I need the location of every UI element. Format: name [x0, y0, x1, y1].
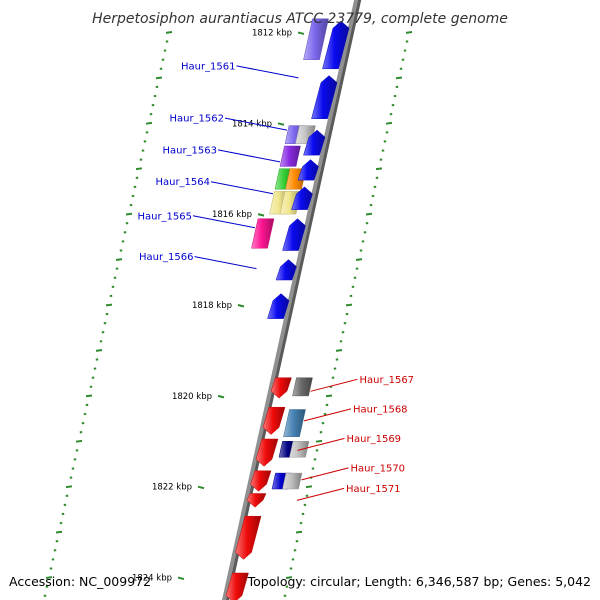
gene-label[interactable]: Haur_1570: [351, 463, 406, 474]
kbp-tick-mark: [197, 485, 205, 490]
scale-tick-major: [395, 76, 403, 80]
gene-label-connector: [224, 117, 288, 131]
forward-gene-arrow: [275, 259, 297, 281]
scale-tick-major: [295, 530, 303, 534]
scale-ticks: 1812 kbp 1814 kbp 1816 kbp 1818 kbp 1820 kbp…: [43, 28, 413, 597]
forward-gene-arrow: [267, 293, 290, 319]
scale-tick-major: [135, 167, 143, 171]
kbp-tick-label: 1812 kbp: [252, 28, 292, 38]
kbp-tick-label: 1816 kbp: [212, 210, 252, 220]
gene-label-connector: [217, 149, 281, 163]
forward-gene-arrow: [282, 218, 306, 251]
gene-label-connector: [310, 378, 358, 392]
scale-tick-major: [405, 31, 413, 34]
gene-label[interactable]: Haur_1564: [155, 177, 210, 188]
feature-block: [251, 218, 275, 249]
accession-text: Accession: NC_009972: [9, 574, 151, 589]
reverse-gene-arrow: [255, 438, 279, 467]
kbp-tick-mark: [217, 394, 225, 399]
summary-text: Topology: circular; Length: 6,346,587 bp…: [247, 574, 591, 589]
feature-block: [283, 409, 306, 437]
scale-tick-major: [345, 303, 353, 307]
scale-tick-major: [315, 439, 323, 443]
forward-gene-arrow: [297, 159, 319, 181]
forward-gene-arrow: [303, 129, 326, 156]
feature-block: [289, 441, 310, 458]
gene-label-connector: [297, 437, 345, 451]
gene-label-connector: [210, 181, 274, 195]
kbp-tick-mark: [257, 213, 265, 217]
gene-label[interactable]: Haur_1566: [139, 252, 194, 263]
gene-label[interactable]: Haur_1568: [353, 404, 408, 415]
gene-label[interactable]: Haur_1563: [162, 145, 217, 156]
reverse-gene-arrow: [250, 470, 272, 492]
kbp-tick-label: 1818 kbp: [192, 301, 232, 311]
gene-label[interactable]: Haur_1567: [360, 375, 415, 386]
gene-label-connector: [194, 256, 257, 270]
scale-tick-major: [155, 76, 163, 80]
scale-tick-major: [55, 530, 63, 534]
feature-block: [292, 377, 313, 397]
scale-tick-major: [115, 258, 123, 261]
gene-label-connector: [303, 408, 352, 422]
gene-label-connector: [296, 487, 345, 501]
kbp-tick-label: 1824 kbp: [132, 574, 172, 584]
kbp-tick-label: 1814 kbp: [232, 119, 272, 129]
kbp-tick-label: 1820 kbp: [172, 392, 212, 402]
scale-tick-major: [385, 121, 393, 125]
kbp-tick-label: 1822 kbp: [152, 483, 192, 493]
reverse-gene-arrow: [225, 572, 249, 600]
gene-label-connector: [236, 65, 299, 79]
scale-tick-major: [85, 394, 93, 398]
feature-block: [282, 472, 303, 490]
backbone-line: [222, 0, 359, 600]
gene-labels: Haur_1561 Haur_1562 Haur_1563 Haur_1564 Haur…: [137, 61, 415, 501]
gene-label[interactable]: Haur_1569: [347, 434, 402, 445]
scale-tick-major: [145, 121, 153, 125]
scale-tick-major: [375, 167, 383, 171]
reverse-gene-arrow: [262, 406, 286, 435]
reverse-gene-arrow: [270, 377, 292, 399]
scale-tick-major: [65, 485, 73, 489]
reverse-gene-arrow: [235, 515, 262, 560]
gene-label[interactable]: Haur_1562: [169, 114, 224, 125]
kbp-tick-mark: [237, 304, 245, 308]
gene-label[interactable]: Haur_1571: [346, 484, 401, 495]
feature-block: [303, 18, 329, 60]
scale-tick-major: [95, 349, 103, 352]
kbp-tick-mark: [297, 31, 305, 35]
scale-tick-major: [75, 439, 83, 443]
scale-tick-major: [125, 212, 133, 216]
forward-gene-arrow: [311, 75, 338, 119]
kbp-tick-mark: [277, 122, 285, 126]
gene-label[interactable]: Haur_1565: [137, 211, 192, 222]
scale-tick-major: [365, 212, 373, 216]
gene-label[interactable]: Haur_1561: [181, 61, 236, 72]
kbp-tick-mark: [177, 576, 185, 581]
scale-tick-major: [305, 485, 313, 489]
feature-block: [279, 145, 301, 167]
scale-tick-major: [335, 349, 343, 352]
scale-tick-major: [105, 303, 113, 307]
scale-tick-major: [45, 576, 53, 579]
backbone: [222, 0, 362, 600]
gene-label-connector: [301, 467, 349, 481]
gene-label-connector: [192, 215, 256, 229]
scale-tick-major: [165, 31, 173, 34]
gene-arrows: [225, 20, 350, 600]
scale-tick-major: [285, 576, 293, 579]
scale-tick-major: [325, 394, 333, 398]
map-title: Herpetosiphon aurantiacus ATCC 23779, co…: [92, 11, 508, 27]
forward-gene-arrow: [291, 186, 313, 210]
reverse-gene-arrow: [246, 493, 267, 508]
scale-tick-major: [355, 258, 363, 261]
forward-gene-arrow: [322, 20, 350, 70]
